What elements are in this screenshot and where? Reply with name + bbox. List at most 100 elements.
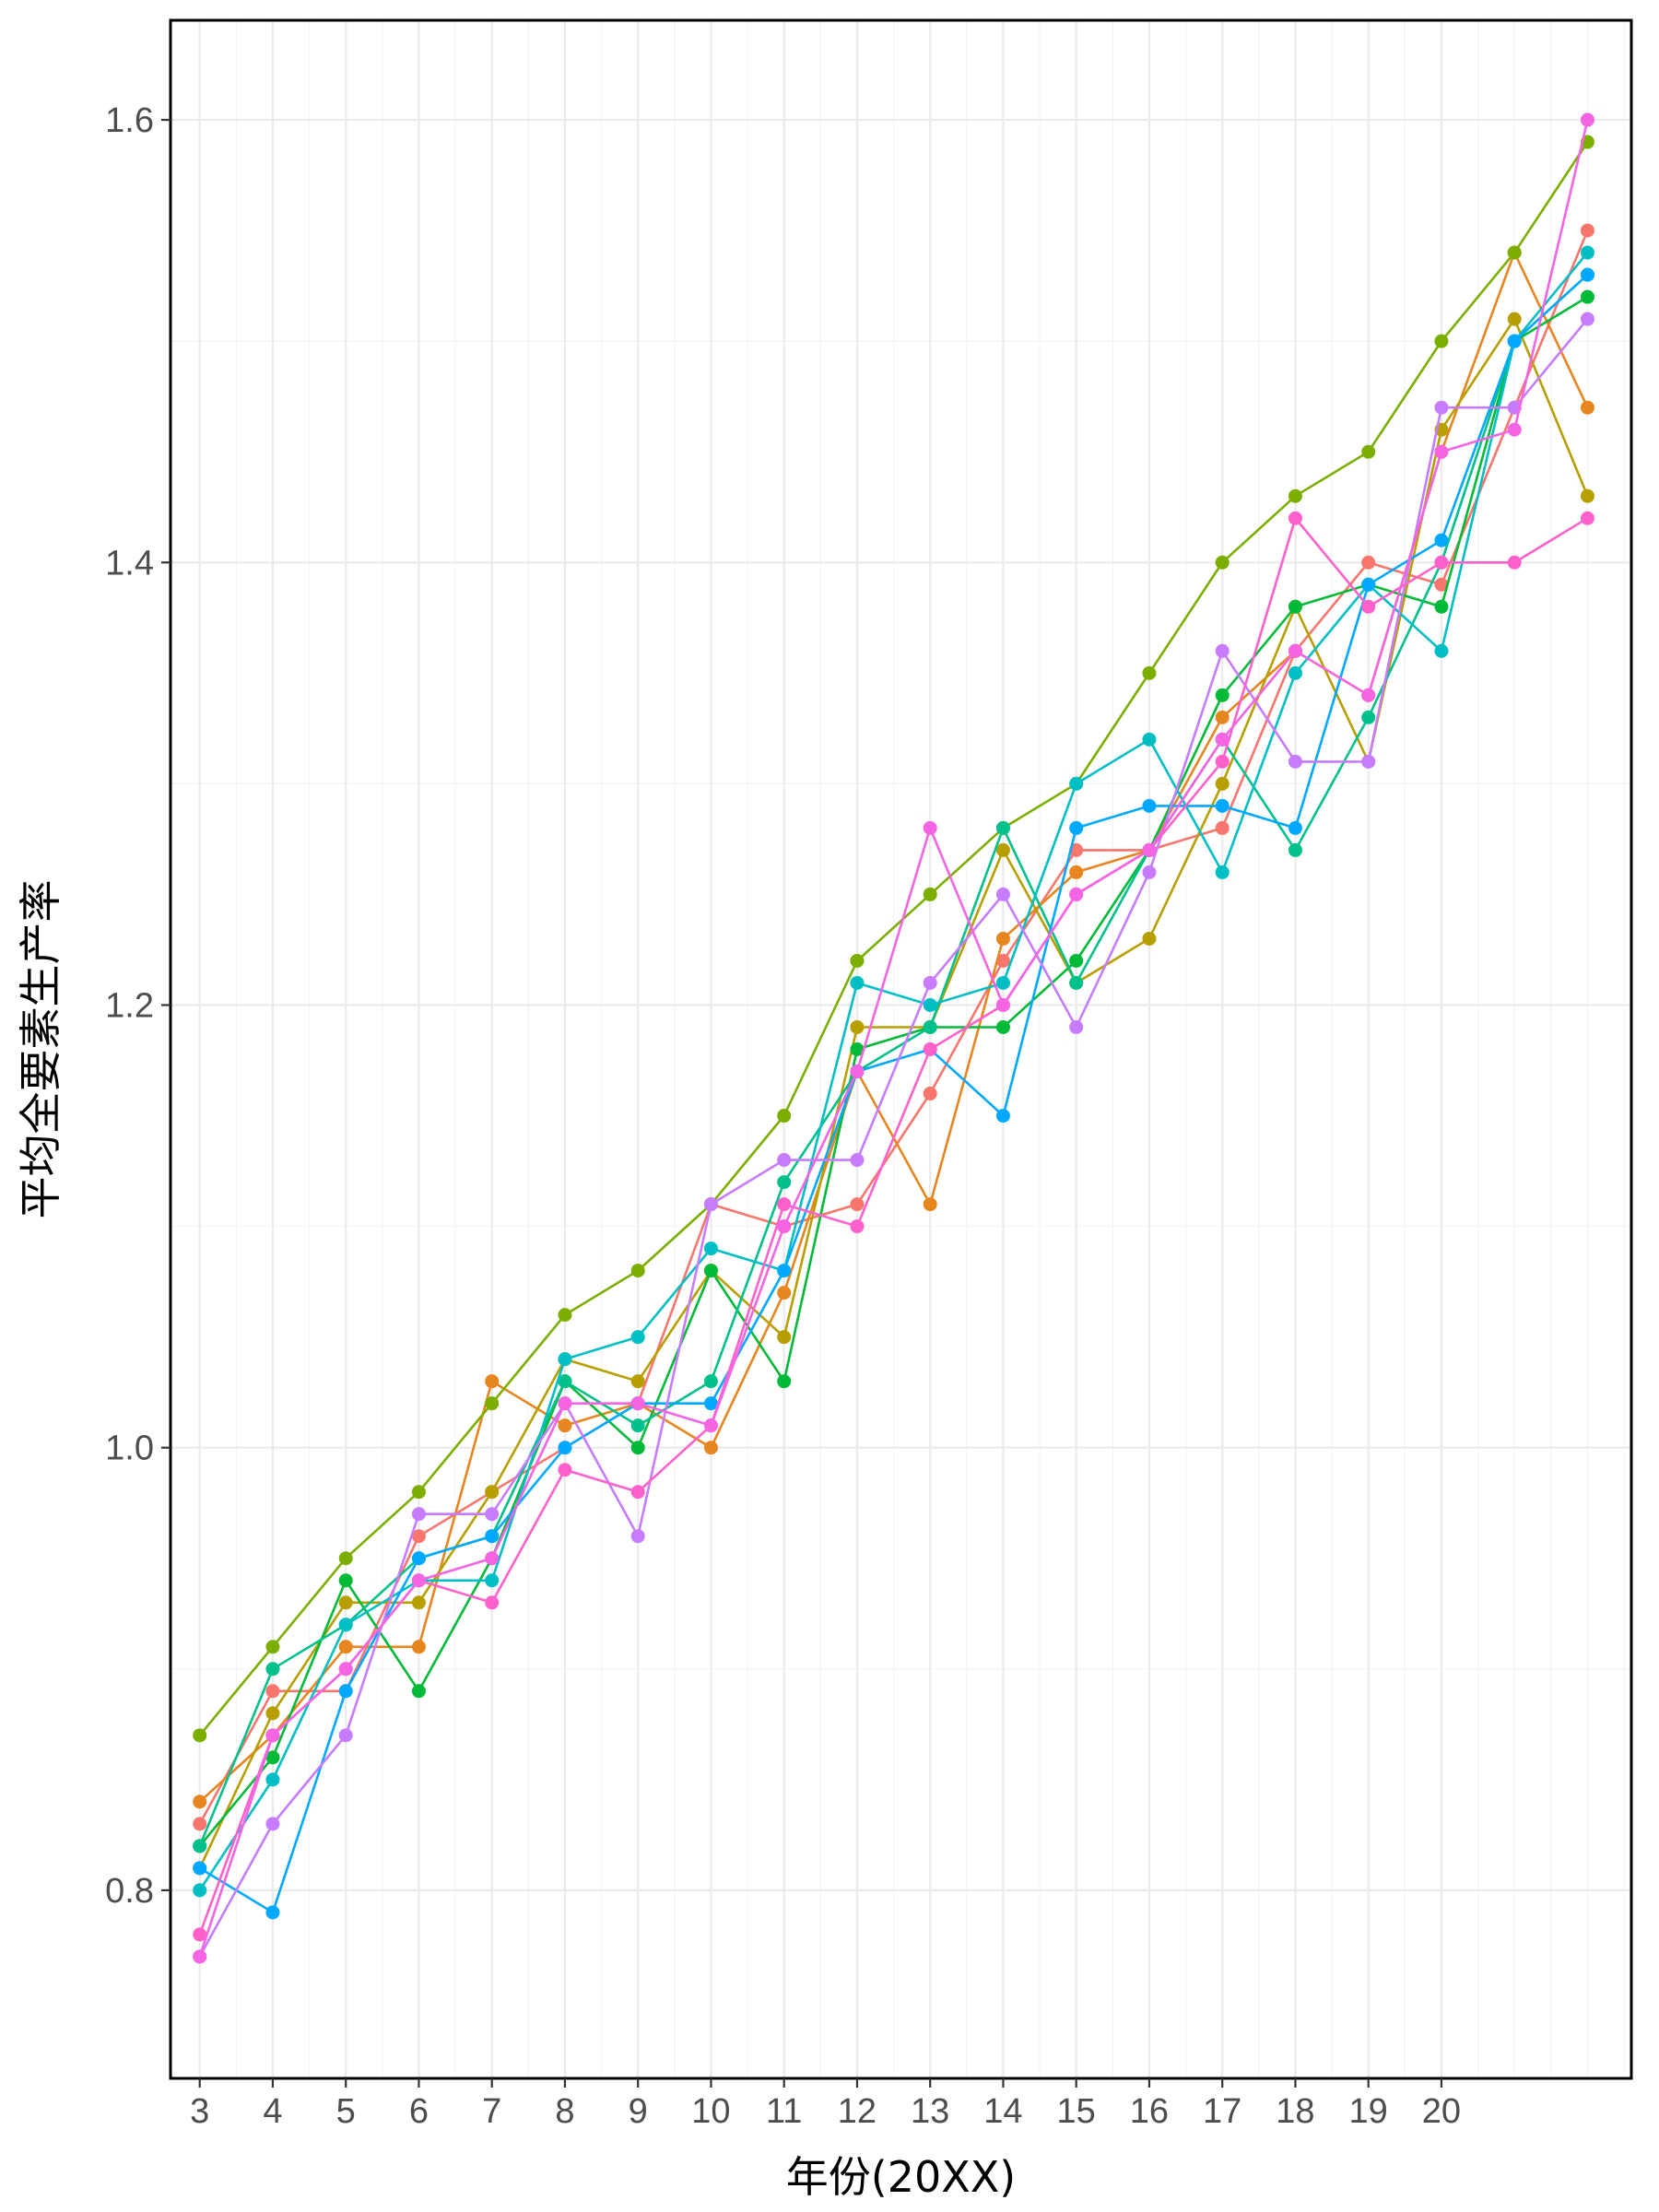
- data-point: [193, 1949, 207, 1964]
- data-point: [193, 1794, 207, 1809]
- data-point: [193, 1883, 207, 1898]
- data-point: [1142, 931, 1157, 946]
- data-point: [850, 1219, 865, 1234]
- y-axis: 0.8 1.0 1.2 1.4 1.6: [105, 101, 171, 1911]
- data-point: [265, 1905, 280, 1920]
- x-tick-label: 16: [1130, 2092, 1169, 2131]
- data-point: [1288, 665, 1302, 680]
- data-point: [193, 1817, 207, 1831]
- data-point: [777, 1175, 792, 1190]
- data-point: [338, 1618, 353, 1632]
- data-point: [850, 1042, 865, 1056]
- data-point: [1069, 975, 1084, 990]
- series-line: [199, 274, 1589, 1914]
- data-point: [703, 1241, 718, 1256]
- x-tick-label: 19: [1349, 2092, 1388, 2131]
- data-point: [1434, 643, 1449, 658]
- data-point: [265, 1640, 280, 1654]
- data-point: [1069, 953, 1084, 968]
- x-tick-label: 8: [555, 2092, 574, 2131]
- data-point: [1580, 223, 1594, 238]
- data-point: [338, 1640, 353, 1654]
- data-point: [1215, 798, 1230, 813]
- data-point: [1507, 245, 1522, 260]
- data-point: [558, 1441, 572, 1455]
- data-point: [193, 1861, 207, 1876]
- data-point: [1069, 820, 1084, 835]
- data-point: [1215, 555, 1230, 570]
- data-point: [1434, 555, 1449, 570]
- data-point: [1580, 488, 1594, 503]
- data-point: [630, 1418, 645, 1433]
- data-point: [338, 1595, 353, 1610]
- data-point: [1142, 798, 1157, 813]
- data-point: [558, 1463, 572, 1477]
- x-tick-label: 3: [190, 2092, 209, 2131]
- data-point: [777, 1330, 792, 1345]
- data-point: [777, 1109, 792, 1124]
- series-line: [198, 516, 1589, 1936]
- x-tick-label: 11: [766, 2092, 802, 2131]
- data-point: [923, 975, 937, 990]
- data-point: [1507, 422, 1522, 437]
- data-point: [703, 1264, 718, 1278]
- series-line: [198, 295, 1589, 1847]
- data-point: [703, 1197, 718, 1212]
- data-point: [411, 1507, 426, 1522]
- series-layer: [193, 112, 1594, 1964]
- data-point: [1361, 599, 1376, 614]
- x-tick-label: 20: [1422, 2092, 1461, 2131]
- data-point: [1142, 865, 1157, 879]
- data-point: [411, 1595, 426, 1610]
- data-point: [1288, 488, 1302, 503]
- series-line: [198, 318, 1589, 1958]
- data-point: [193, 1839, 207, 1853]
- series-11: [193, 112, 1594, 1964]
- x-tick-label: 12: [838, 2092, 877, 2131]
- data-point: [265, 1728, 280, 1743]
- y-tick-label: 1.2: [105, 986, 154, 1025]
- data-point: [411, 1485, 426, 1500]
- x-tick-label: 9: [629, 2092, 648, 2131]
- x-tick-label: 5: [336, 2092, 356, 2131]
- x-axis: 3 4 5 6 7 8 9 10 11 12 13 14 15 16 17 18 19 20: [190, 2078, 1461, 2131]
- data-point: [1507, 312, 1522, 326]
- data-point: [1434, 400, 1449, 415]
- data-point: [1580, 289, 1594, 304]
- data-point: [193, 1927, 207, 1942]
- data-point: [265, 1750, 280, 1765]
- data-point: [1580, 511, 1594, 525]
- data-point: [1215, 643, 1230, 658]
- data-point: [630, 1529, 645, 1544]
- data-point: [338, 1684, 353, 1699]
- y-tick-label: 1.0: [105, 1430, 154, 1468]
- data-point: [1215, 820, 1230, 835]
- data-point: [1142, 842, 1157, 857]
- x-tick-label: 15: [1057, 2092, 1096, 2131]
- data-point: [411, 1551, 426, 1566]
- data-point: [850, 1065, 865, 1079]
- data-point: [1069, 865, 1084, 879]
- data-point: [411, 1573, 426, 1588]
- data-point: [485, 1507, 500, 1522]
- data-point: [1434, 533, 1449, 547]
- data-point: [1288, 754, 1302, 769]
- data-point: [1361, 688, 1376, 702]
- plot-panel: [171, 20, 1631, 2078]
- data-point: [850, 1153, 865, 1168]
- x-tick-label: 7: [482, 2092, 501, 2131]
- data-point: [1069, 776, 1084, 791]
- data-point: [923, 1197, 937, 1212]
- data-point: [1507, 334, 1522, 348]
- data-point: [411, 1529, 426, 1544]
- data-point: [1215, 754, 1230, 769]
- data-point: [777, 1153, 792, 1168]
- data-point: [630, 1396, 645, 1411]
- data-point: [995, 1019, 1010, 1034]
- x-axis-title: 年份(20XX): [786, 2152, 1016, 2202]
- data-point: [850, 1019, 865, 1034]
- data-point: [558, 1352, 572, 1367]
- data-point: [995, 887, 1010, 901]
- data-point: [338, 1573, 353, 1588]
- data-point: [1215, 710, 1230, 724]
